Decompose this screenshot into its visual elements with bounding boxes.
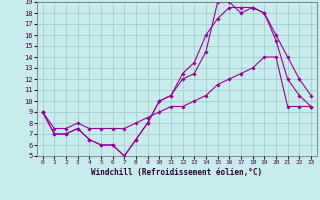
X-axis label: Windchill (Refroidissement éolien,°C): Windchill (Refroidissement éolien,°C) <box>91 168 262 177</box>
